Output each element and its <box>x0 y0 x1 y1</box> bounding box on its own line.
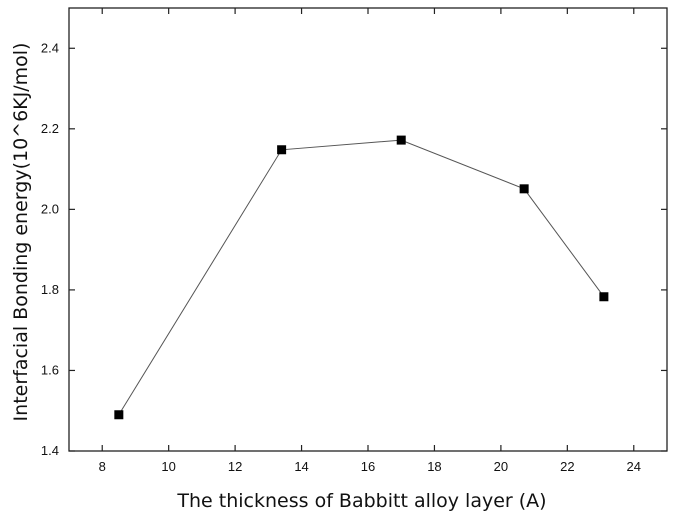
y-tick-label: 1.8 <box>41 282 59 297</box>
plot-frame <box>68 7 668 452</box>
y-tick-label: 1.6 <box>41 362 59 377</box>
x-tick-label: 20 <box>494 459 508 474</box>
x-tick-label: 22 <box>560 459 574 474</box>
data-point-marker <box>114 410 124 420</box>
y-tick-label: 2.0 <box>41 201 59 216</box>
x-tick-label: 8 <box>99 459 106 474</box>
y-tick-label: 1.4 <box>41 443 59 458</box>
y-axis-ticks: 1.4 1.6 1.8 2.0 2.2 2.4 <box>41 40 667 458</box>
series-line <box>118 139 605 416</box>
data-point-marker <box>277 145 287 155</box>
x-tick-label: 18 <box>427 459 441 474</box>
data-point-marker <box>396 135 406 145</box>
y-tick-label: 2.4 <box>41 40 59 55</box>
x-tick-label: 10 <box>161 459 175 474</box>
series-group <box>114 135 609 420</box>
y-axis-title: Interfacial Bonding energy(10^6KJ/mol) <box>10 43 32 422</box>
plot-axes <box>68 7 668 452</box>
x-axis-ticks: 8 10 12 14 16 18 20 22 24 <box>99 8 641 474</box>
y-tick-label: 2.2 <box>41 121 59 136</box>
x-tick-label: 24 <box>627 459 641 474</box>
x-axis-title: The thickness of Babbitt alloy layer (A) <box>176 490 546 512</box>
data-point-marker <box>599 292 609 302</box>
data-point-marker <box>519 184 529 194</box>
x-tick-label: 14 <box>294 459 308 474</box>
x-tick-label: 12 <box>228 459 242 474</box>
x-tick-label: 16 <box>361 459 375 474</box>
